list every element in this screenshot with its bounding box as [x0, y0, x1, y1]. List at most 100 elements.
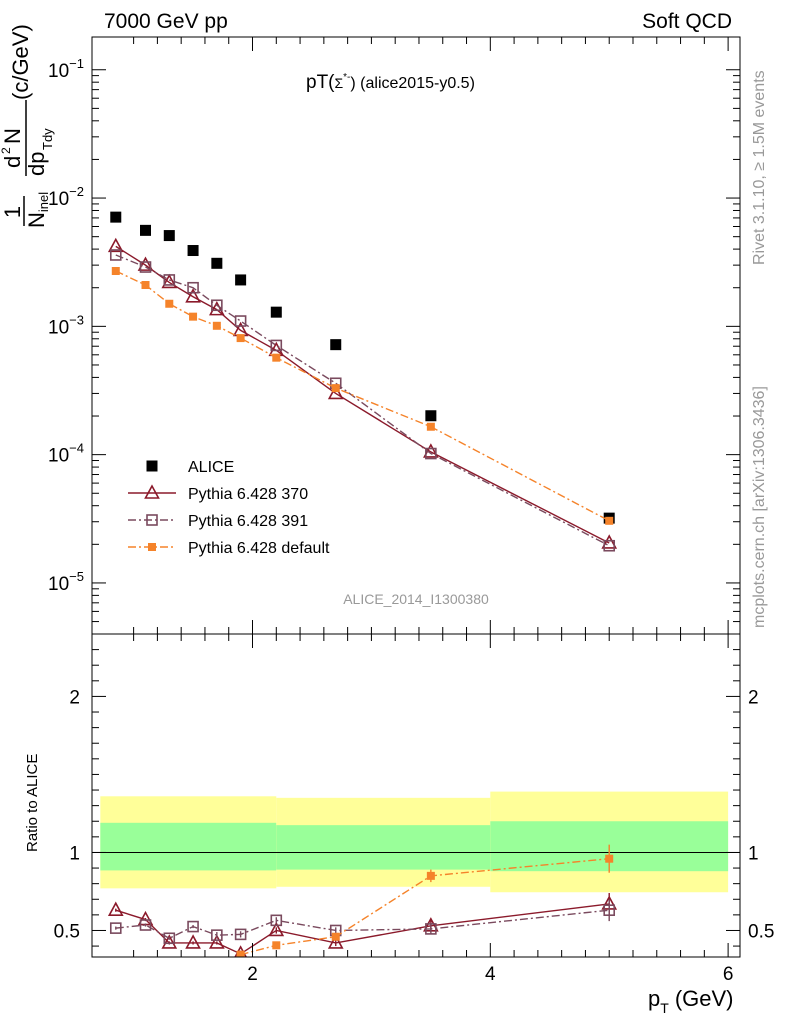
ratio-line-p370 [115, 903, 610, 955]
ratio-point-p370-0 [107, 901, 124, 916]
ratio-ytick-label-1: 1 [69, 843, 80, 864]
main-title: pT(Σ*-) (alice2015-y0.5) [306, 72, 475, 93]
point-p391-9 [603, 539, 616, 552]
xlabel-T: T [660, 1000, 669, 1016]
ratio-point-p370-7 [327, 934, 344, 949]
point-p391-6 [270, 339, 283, 352]
ratio-point-p370-6 [268, 921, 285, 937]
point-p370-7 [327, 384, 344, 400]
main-ytick-label-2: 10−3 [48, 312, 84, 338]
main-panel: 10−510−410−310−210−1 [48, 36, 741, 635]
ratio-point-p370-4 [209, 934, 225, 949]
ylabel-Tdy: Tdy [40, 128, 55, 150]
point-alice-7 [330, 339, 342, 351]
title-sym: Σ [335, 75, 344, 91]
point-p370-3 [185, 288, 201, 303]
point-pdefault-2 [165, 299, 174, 308]
ytick-base: 10 [48, 61, 69, 82]
ratio-point-p370-2 [161, 934, 178, 949]
mcplots-label: mcplots.cern.ch [arXiv:1306.3436] [751, 386, 768, 628]
point-pdefault-8 [426, 422, 435, 431]
point-p391-2 [163, 274, 176, 286]
ratio-ytick-label-right-2: 2 [748, 687, 759, 708]
main-ylabel: 1 N inel d 2 N dp Tdy (c/GeV) [0, 24, 55, 228]
ylabel-d: d [0, 156, 25, 168]
ratio-frame [91, 633, 741, 958]
ytick-exp: −5 [69, 569, 84, 584]
point-alice-0 [110, 211, 122, 223]
legend-marker-alice [146, 460, 158, 472]
point-p391-0 [109, 249, 122, 261]
point-pdefault-0 [111, 267, 120, 276]
ratio-point-p391-1 [139, 919, 152, 931]
point-pdefault-5 [236, 334, 245, 343]
legend-label-p391: Pythia 6.428 391 [188, 513, 308, 530]
point-alice-6 [270, 306, 282, 318]
point-p391-8 [425, 447, 437, 460]
series-line-pdefault [115, 270, 610, 522]
title-rest: ) (alice2015-y0.5) [350, 75, 475, 92]
ylabel-inel: inel [36, 192, 51, 212]
ratio-point-pdefault-2 [331, 932, 340, 941]
ratio-ytick-label-right-1: 1 [748, 843, 759, 864]
series-line-p391 [115, 254, 610, 547]
analysis-watermark: ALICE_2014_I1300380 [343, 591, 489, 607]
header-right: Soft QCD [642, 10, 732, 33]
ratio-point-p391-4 [211, 929, 223, 941]
point-p391-1 [139, 261, 152, 273]
header-left: 7000 GeV pp [104, 10, 228, 33]
ylabel-one: 1 [0, 206, 25, 218]
point-alice-8 [425, 410, 437, 422]
main-ytick-label-0: 10−5 [48, 569, 84, 595]
legend-label-pdefault: Pythia 6.428 default [188, 540, 330, 557]
ratio-marks [92, 791, 740, 957]
title-sup: *- [343, 72, 350, 83]
ytick-exp: −1 [69, 56, 84, 71]
ytick-base: 10 [48, 446, 69, 467]
point-pdefault-1 [141, 281, 150, 290]
point-alice-1 [140, 224, 152, 236]
ratio-point-p391-5 [234, 928, 247, 941]
ratio-line-p391 [115, 909, 610, 940]
ylabel-dp: dp [24, 152, 49, 176]
ratio-point-pdefault-3 [426, 871, 435, 880]
legend-marker-pdefault [148, 543, 156, 551]
main-ticks: 10−510−410−310−210−1 [48, 37, 740, 635]
point-alice-5 [235, 274, 247, 286]
point-pdefault-9 [605, 516, 614, 525]
ratio-ytick-label-0: 0.5 [54, 921, 80, 942]
ratio-ylabel: Ratio to ALICE [24, 754, 41, 852]
legend-label-alice: ALICE [188, 459, 234, 476]
ratio-xtick-label-1: 4 [485, 964, 496, 985]
main-ytick-label-1: 10−4 [48, 441, 84, 467]
ylabel-two: 2 [0, 147, 13, 154]
ytick-exp: −3 [69, 312, 84, 327]
rivet-label: Rivet 3.1.10, ≥ 1.5M events [751, 70, 768, 265]
ratio-point-pdefault-0 [236, 950, 245, 957]
point-p370-0 [107, 237, 124, 253]
ratio-panel: 0.5 0.5 1 1 2 2 2 4 6 [54, 633, 774, 985]
main-ytick-label-4: 10−1 [48, 56, 84, 82]
point-p370-9 [601, 534, 618, 549]
point-alice-3 [187, 245, 199, 257]
point-p370-4 [209, 300, 225, 316]
title-main: pT( [306, 72, 335, 93]
band-inner-1 [276, 825, 491, 870]
ratio-point-p391-6 [270, 914, 283, 927]
legend-marker-p391 [146, 514, 158, 526]
legend-marker-p370 [144, 484, 160, 499]
legend-label-p370: Pythia 6.428 370 [188, 486, 308, 503]
ratio-ticks: 0.5 0.5 1 1 2 2 2 4 6 [54, 634, 774, 985]
ytick-base: 10 [48, 574, 69, 595]
point-pdefault-7 [331, 384, 340, 393]
main-ytick-label-3: 10−2 [48, 184, 84, 210]
ylabel-unit: (c/GeV) [8, 24, 33, 100]
xlabel: pT (GeV) [648, 986, 734, 1016]
point-pdefault-6 [272, 353, 281, 362]
ratio-point-pdefault-1 [272, 941, 281, 950]
ytick-exp: −4 [69, 441, 84, 456]
point-p391-3 [187, 281, 199, 294]
ratio-ytick-label-right-0: 0.5 [748, 921, 774, 942]
point-p370-2 [161, 273, 178, 289]
